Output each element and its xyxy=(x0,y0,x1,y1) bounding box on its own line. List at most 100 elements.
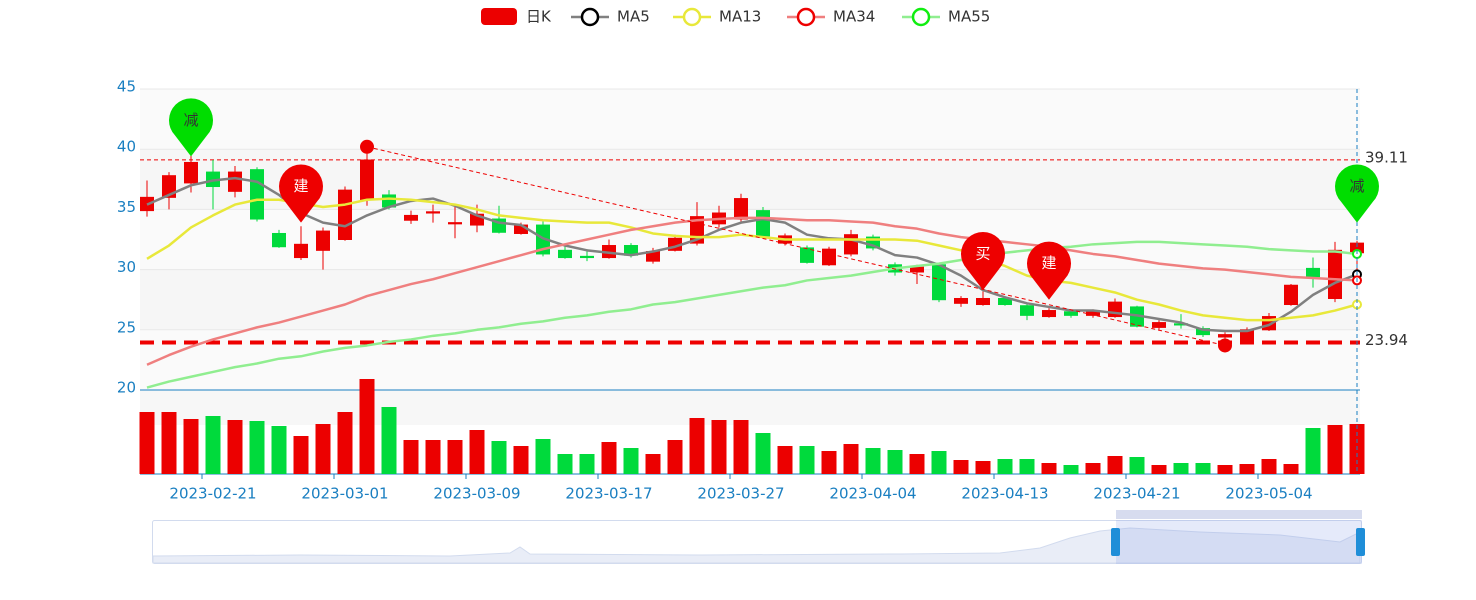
volume-bar xyxy=(711,420,727,474)
y-tick-label: 40 xyxy=(117,138,136,156)
ma-line xyxy=(146,240,1358,389)
marker-pin xyxy=(168,98,213,157)
x-tick-label: 2023-02-21 xyxy=(169,485,256,503)
volume-bar xyxy=(645,454,661,474)
candle-body xyxy=(558,249,572,259)
legend-item[interactable]: MA55 xyxy=(902,8,990,27)
volume-bar xyxy=(227,420,243,474)
volume-bar xyxy=(469,430,485,474)
candle-body xyxy=(162,175,176,198)
zoom-move-bar[interactable] xyxy=(1116,510,1362,519)
zoom-handle-left[interactable] xyxy=(1111,528,1120,556)
volume-bar xyxy=(1327,425,1343,474)
marker-label: 买 xyxy=(975,245,990,263)
legend-item[interactable]: MA34 xyxy=(787,7,875,27)
legend-icon-dot xyxy=(580,7,600,27)
marker-label: 减 xyxy=(183,111,198,129)
volume-bar xyxy=(1085,463,1101,474)
volume-bar xyxy=(205,416,221,474)
candle-body xyxy=(800,247,814,263)
volume-bar xyxy=(139,412,155,474)
x-tick-label: 2023-03-17 xyxy=(565,485,652,503)
y-tick-label: 35 xyxy=(117,198,136,216)
candle-body xyxy=(404,214,418,221)
x-tick-label: 2023-04-04 xyxy=(829,485,916,503)
split-band xyxy=(140,329,1360,390)
ma-line xyxy=(146,216,1358,366)
volume-band xyxy=(140,390,1360,425)
zoom-selection[interactable] xyxy=(1116,520,1362,564)
candle-body xyxy=(1064,311,1078,316)
marker-label: 减 xyxy=(1349,177,1364,195)
data-zoom[interactable] xyxy=(152,510,1366,564)
volume-bar xyxy=(953,460,969,474)
marker-pin xyxy=(961,231,1005,291)
mark-line-label: 23.94 xyxy=(1365,331,1408,349)
candle-body xyxy=(272,232,286,248)
candle-body xyxy=(184,161,198,184)
legend-item[interactable]: 日K xyxy=(481,8,552,26)
volume-bar xyxy=(513,446,529,474)
candle-body xyxy=(360,159,374,201)
volume-bar xyxy=(1019,459,1035,474)
volume-bar xyxy=(1305,428,1321,474)
candle-body xyxy=(976,297,990,306)
volume-bar xyxy=(975,461,991,474)
volume-bar xyxy=(249,421,265,474)
volume-bar xyxy=(557,454,573,474)
volume-bar xyxy=(843,444,859,474)
candle-body xyxy=(580,255,594,259)
volume-bar xyxy=(1129,457,1145,474)
volume-bar xyxy=(1041,463,1057,474)
volume-bar xyxy=(623,448,639,474)
volume-bar xyxy=(271,426,287,474)
volume-bar xyxy=(601,442,617,474)
volume-bar xyxy=(931,451,947,474)
volume-bar xyxy=(447,440,463,474)
volume-bar xyxy=(315,424,331,474)
marker-pin xyxy=(1335,164,1380,223)
volume-bar xyxy=(1239,464,1255,474)
volume-bar xyxy=(1195,463,1211,474)
zoom-handle-right[interactable] xyxy=(1356,528,1365,556)
marker-label: 建 xyxy=(293,177,308,195)
candle-body xyxy=(954,297,968,304)
candle-body xyxy=(910,266,924,273)
x-tick-label: 2023-05-04 xyxy=(1225,485,1312,503)
volume-bar xyxy=(403,440,419,474)
candle-body xyxy=(756,210,770,237)
candle-body xyxy=(1328,249,1342,299)
candle-body xyxy=(448,222,462,225)
candle-body xyxy=(426,211,440,214)
legend-icon-dot xyxy=(796,7,816,27)
candle-body xyxy=(228,171,242,192)
legend-item[interactable]: MA13 xyxy=(673,7,761,27)
candle-body xyxy=(338,189,352,240)
y-tick-label: 45 xyxy=(117,78,136,96)
legend-icon-dot xyxy=(682,7,702,27)
volume-bar xyxy=(535,439,551,474)
trend-point xyxy=(1218,338,1232,353)
mark-line-label: 39.11 xyxy=(1365,148,1408,166)
volume-bar xyxy=(1173,463,1189,474)
volume-bar xyxy=(491,441,507,474)
volume-bar xyxy=(1107,456,1123,474)
candle-body xyxy=(844,234,858,255)
volume-bar xyxy=(799,446,815,474)
candle-body xyxy=(932,264,946,301)
split-band xyxy=(140,149,1360,210)
volume-bar xyxy=(733,420,749,474)
x-tick-label: 2023-04-21 xyxy=(1093,485,1180,503)
volume-bar xyxy=(667,440,683,474)
volume-bar xyxy=(381,407,397,474)
legend-item[interactable]: MA5 xyxy=(571,7,650,27)
volume-bar xyxy=(1283,464,1299,474)
volume-bar xyxy=(425,440,441,474)
x-tick-label: 2023-04-13 xyxy=(961,485,1048,503)
volume-bar xyxy=(359,379,375,474)
candle-body xyxy=(1218,334,1232,338)
volume-bar xyxy=(1217,465,1233,474)
volume-bar xyxy=(1151,465,1167,474)
volume-bar xyxy=(777,446,793,474)
